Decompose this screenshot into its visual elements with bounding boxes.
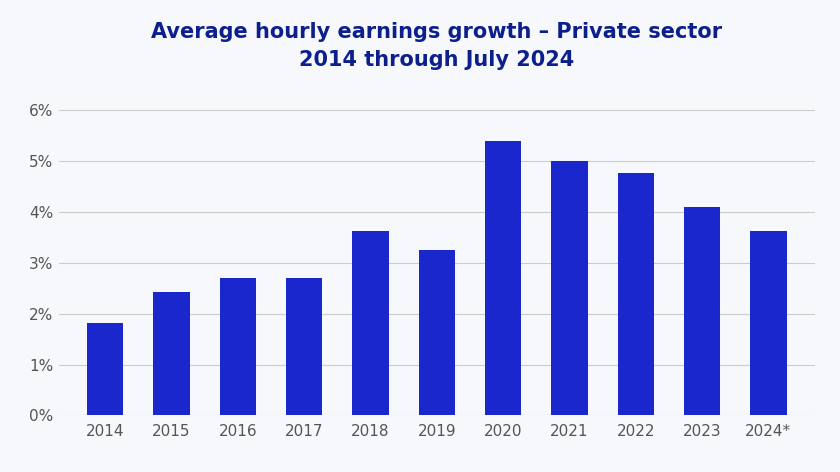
Bar: [485, 141, 522, 415]
Bar: [219, 278, 256, 415]
Bar: [418, 250, 455, 415]
Bar: [551, 161, 588, 415]
Bar: [617, 173, 654, 415]
Bar: [352, 231, 389, 415]
Bar: [87, 323, 123, 415]
Bar: [750, 231, 786, 415]
Bar: [286, 278, 323, 415]
Title: Average hourly earnings growth – Private sector
2014 through July 2024: Average hourly earnings growth – Private…: [151, 22, 722, 69]
Bar: [154, 292, 190, 415]
Bar: [684, 207, 721, 415]
